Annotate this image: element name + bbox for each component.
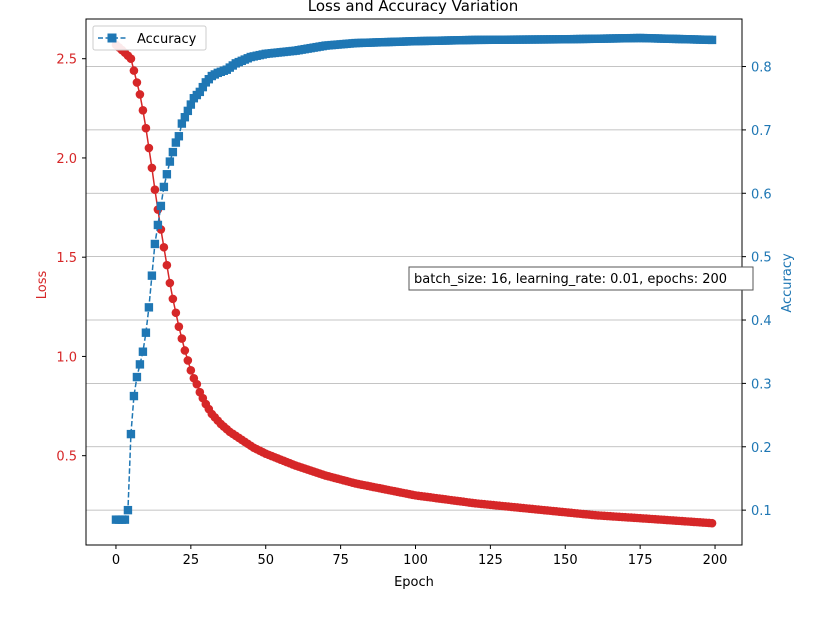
accuracy-point xyxy=(135,360,145,369)
loss-point xyxy=(180,346,190,355)
accuracy-point xyxy=(177,119,187,128)
accuracy-point xyxy=(141,328,151,337)
accuracy-point xyxy=(147,271,157,280)
legend-accuracy-label: Accuracy xyxy=(137,32,197,47)
accuracy-point xyxy=(165,157,175,166)
accuracy-axis: 0.1 0.2 0.3 0.4 0.5 0.6 0.7 0.8 xyxy=(742,61,772,519)
accuracy-point xyxy=(174,132,184,141)
loss-point xyxy=(171,308,181,318)
loss-point xyxy=(141,123,151,133)
accuracy-point xyxy=(159,182,169,192)
x-tick-label: 200 xyxy=(703,553,728,568)
legend-accuracy-marker xyxy=(107,33,117,43)
x-axis: 0 25 50 75 100 125 150 175 200 xyxy=(112,545,728,568)
accuracy-tick-label: 0.5 xyxy=(751,251,772,266)
legend-box xyxy=(92,25,207,51)
accuracy-point xyxy=(180,113,190,122)
accuracy-tick-label: 0.1 xyxy=(751,504,772,519)
loss-point xyxy=(150,185,160,195)
annotation-text: batch_size: 16, learning_rate: 0.01, epo… xyxy=(414,272,727,287)
x-tick-label: 125 xyxy=(478,553,503,568)
accuracy-point xyxy=(123,505,133,515)
loss-point xyxy=(159,242,169,252)
x-tick-label: 0 xyxy=(112,553,120,568)
accuracy-tick-label: 0.4 xyxy=(751,314,772,329)
accuracy-point xyxy=(183,106,193,116)
loss-point xyxy=(177,334,187,343)
loss-axis-label: Loss xyxy=(35,271,50,300)
loss-tick-label: 1.5 xyxy=(56,251,77,266)
accuracy-point xyxy=(153,220,163,230)
loss-point xyxy=(168,294,178,304)
accuracy-point xyxy=(162,170,172,179)
accuracy-point xyxy=(120,515,130,524)
loss-tick-label: 0.5 xyxy=(56,450,77,465)
x-tick-label: 175 xyxy=(628,553,653,568)
x-tick-label: 75 xyxy=(332,553,349,568)
loss-tick-label: 1.0 xyxy=(56,350,77,365)
loss-tick-label: 2.0 xyxy=(56,152,77,167)
accuracy-series xyxy=(111,33,717,524)
loss-point xyxy=(138,106,148,115)
accuracy-point xyxy=(198,82,208,92)
legend: Accuracy xyxy=(92,25,207,51)
loss-point xyxy=(132,78,142,87)
accuracy-point xyxy=(129,391,139,401)
annotation-box xyxy=(408,266,754,291)
loss-point xyxy=(162,260,172,270)
x-tick-label: 50 xyxy=(257,553,274,568)
hyperparameter-annotation: batch_size: 16, learning_rate: 0.01, epo… xyxy=(408,266,754,291)
x-tick-label: 25 xyxy=(183,553,200,568)
loss-point xyxy=(186,366,196,375)
loss-point xyxy=(165,278,175,288)
x-axis-label: Epoch xyxy=(394,575,434,590)
loss-point xyxy=(174,322,184,331)
accuracy-tick-label: 0.3 xyxy=(751,377,772,392)
accuracy-point xyxy=(707,35,717,45)
x-tick-label: 100 xyxy=(403,553,428,568)
accuracy-tick-label: 0.7 xyxy=(751,124,772,139)
accuracy-tick-label: 0.2 xyxy=(751,441,772,456)
accuracy-point xyxy=(132,372,142,382)
accuracy-axis-label: Accuracy xyxy=(780,253,795,313)
accuracy-point xyxy=(126,429,136,439)
accuracy-point xyxy=(186,100,196,109)
accuracy-tick-label: 0.8 xyxy=(751,61,772,76)
accuracy-point xyxy=(138,347,148,356)
loss-tick-label: 2.5 xyxy=(56,53,77,68)
loss-point xyxy=(129,66,139,75)
accuracy-tick-label: 0.6 xyxy=(751,187,772,202)
loss-point xyxy=(135,90,145,99)
loss-point xyxy=(126,54,136,63)
loss-point xyxy=(147,163,157,173)
accuracy-point xyxy=(150,239,160,249)
loss-axis: 0.5 1.0 1.5 2.0 2.5 xyxy=(56,53,86,465)
loss-point xyxy=(707,518,717,528)
accuracy-point xyxy=(144,303,154,312)
loss-point xyxy=(144,143,154,153)
accuracy-point xyxy=(156,201,166,211)
x-tick-label: 150 xyxy=(553,553,578,568)
loss-point xyxy=(183,356,193,365)
accuracy-point xyxy=(195,87,205,97)
loss-point xyxy=(192,379,202,389)
accuracy-point xyxy=(171,138,181,147)
chart-title: Loss and Accuracy Variation xyxy=(308,0,518,15)
accuracy-point xyxy=(168,147,178,157)
